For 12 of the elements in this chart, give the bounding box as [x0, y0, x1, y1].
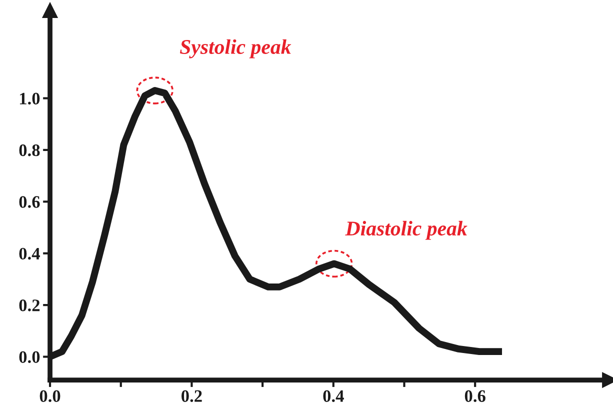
y-tick-label: 0.4 — [19, 248, 40, 260]
y-tick-label: 0.8 — [19, 144, 40, 156]
y-tick-label: 0.2 — [19, 300, 40, 312]
annotation: Diastolic peak — [345, 220, 468, 240]
x-tick-label: 0.0 — [40, 390, 60, 402]
x-tick-label: 0.4 — [323, 390, 344, 402]
x-tick-label: 0.2 — [182, 390, 202, 402]
y-tick-label: 1.0 — [20, 92, 40, 105]
y-tick-label: 0.0 — [19, 351, 40, 364]
y-tick-label: 0.6 — [19, 196, 40, 208]
x-tick-label: 0.6 — [464, 390, 486, 402]
annotation: Systolic peak — [180, 39, 292, 58]
